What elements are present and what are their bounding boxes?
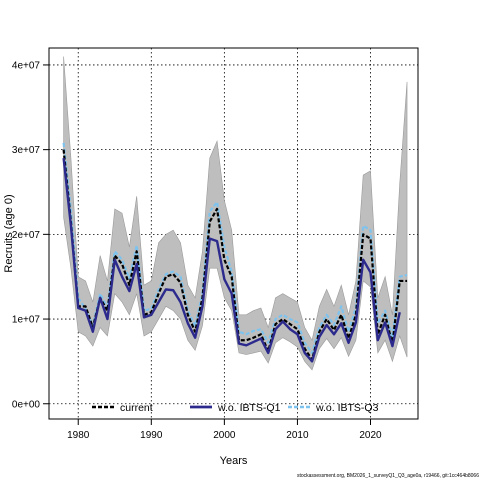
y-tick-label: 4e+07 <box>12 60 41 71</box>
y-tick-label: 3e+07 <box>12 145 41 156</box>
series-lines <box>62 142 408 363</box>
legend-label: w.o. IBTS-Q1 <box>217 402 281 414</box>
series-line-w-o-ibts-q1 <box>62 157 401 363</box>
legend-label: w.o. IBTS-Q3 <box>315 402 379 414</box>
confidence-band <box>63 56 408 371</box>
confidence-band-area <box>63 56 408 371</box>
x-tick-label: 2020 <box>359 430 382 441</box>
x-axis-label: Years <box>220 455 248 467</box>
x-axis-ticks: 1980 1990 2000 2010 2020 <box>67 419 382 441</box>
series-line-current <box>62 149 408 361</box>
y-tick-label: 0e+00 <box>12 399 41 410</box>
x-tick-label: 1980 <box>67 430 90 441</box>
series-line-w-o-ibts-q3 <box>62 142 408 355</box>
legend: current w.o. IBTS-Q1 w.o. IBTS-Q3 <box>92 402 379 414</box>
plot-frame <box>48 47 419 420</box>
y-tick-label: 1e+07 <box>12 315 41 326</box>
x-tick-label: 2010 <box>286 430 309 441</box>
y-tick-label: 2e+07 <box>12 230 41 241</box>
y-axis-ticks: 0e+00 1e+07 2e+07 3e+07 4e+07 <box>12 60 49 410</box>
footnote: stockassessment.org, BM2026_1_surveyQ1_Q… <box>297 473 479 479</box>
legend-label: current <box>120 402 153 414</box>
y-axis-label: Recruits (age 0) <box>3 194 15 272</box>
x-tick-label: 2000 <box>213 430 236 441</box>
x-tick-label: 1990 <box>140 430 163 441</box>
